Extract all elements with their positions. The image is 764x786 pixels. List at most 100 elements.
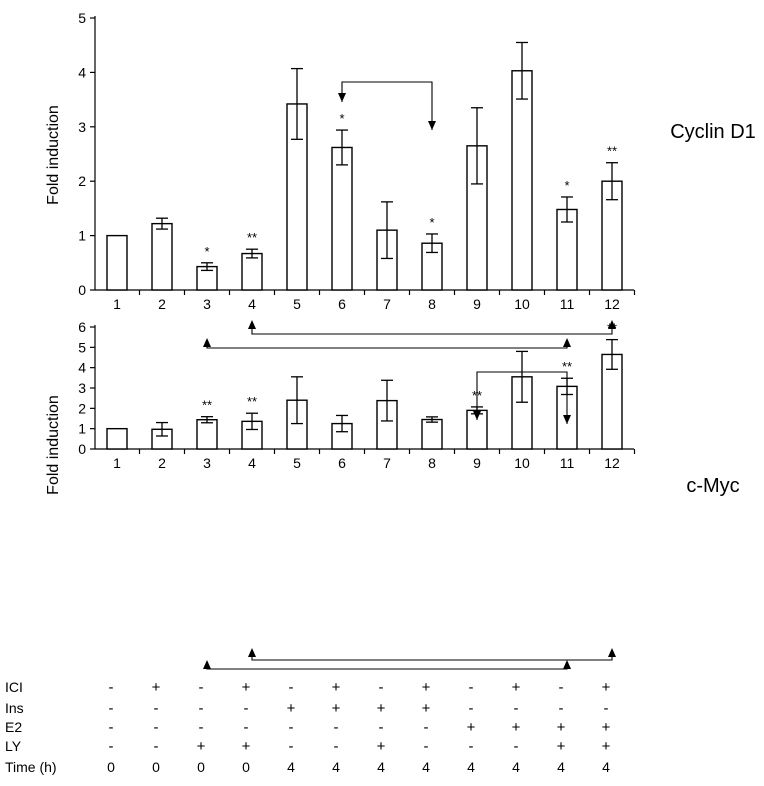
x-tick-label: 8 bbox=[428, 455, 436, 471]
table-cell: + bbox=[332, 700, 341, 717]
table-cell: + bbox=[242, 679, 251, 696]
table-cell: 4 bbox=[377, 759, 385, 775]
table-cell: + bbox=[602, 738, 611, 755]
y-tick-label: 5 bbox=[78, 339, 86, 355]
table-cell: - bbox=[469, 738, 474, 755]
table-cell: 4 bbox=[467, 759, 475, 775]
x-tick-label: 2 bbox=[158, 296, 166, 312]
x-tick-label: 4 bbox=[248, 455, 256, 471]
comparison-bracket bbox=[476, 371, 568, 424]
x-tick-label: 8 bbox=[428, 296, 436, 312]
gene-label: c-Myc bbox=[686, 475, 739, 497]
table-cell: + bbox=[467, 719, 476, 736]
bar bbox=[511, 70, 533, 291]
table-cell: 4 bbox=[602, 759, 610, 775]
table-cell: - bbox=[379, 679, 384, 696]
table-cell: + bbox=[602, 719, 611, 736]
table-cell: - bbox=[199, 719, 204, 736]
table-cell: - bbox=[424, 738, 429, 755]
table-cell: 0 bbox=[242, 759, 250, 775]
x-tick-label: 9 bbox=[473, 455, 481, 471]
bar bbox=[106, 427, 128, 450]
table-cell: - bbox=[154, 719, 159, 736]
x-tick-label: 5 bbox=[293, 296, 301, 312]
comparison-bracket bbox=[341, 81, 433, 130]
significance-marker: ** bbox=[202, 398, 212, 413]
table-cell: 0 bbox=[152, 759, 160, 775]
comparison-arrowhead bbox=[203, 660, 211, 669]
y-tick-label: 0 bbox=[78, 441, 86, 457]
table-cell: + bbox=[332, 679, 341, 696]
significance-marker: ** bbox=[247, 230, 257, 245]
table-row-label: Time (h) bbox=[5, 759, 57, 775]
table-cell: - bbox=[289, 719, 294, 736]
table-cell: + bbox=[377, 738, 386, 755]
table-cell: + bbox=[557, 738, 566, 755]
comparison-bracket bbox=[206, 662, 568, 670]
y-tick-label: 0 bbox=[78, 282, 86, 298]
x-tick-label: 12 bbox=[604, 296, 620, 312]
bar bbox=[151, 222, 173, 291]
x-tick-label: 11 bbox=[560, 296, 575, 312]
significance-marker: ** bbox=[607, 321, 617, 336]
comparison-arrowhead bbox=[473, 411, 481, 420]
table-cell: - bbox=[559, 679, 564, 696]
table-cell: 4 bbox=[557, 759, 565, 775]
x-tick-label: 2 bbox=[158, 455, 166, 471]
comparison-arrowhead bbox=[563, 338, 571, 347]
table-cell: - bbox=[334, 738, 339, 755]
y-axis-title: Fold induction bbox=[45, 395, 62, 495]
table-cell: 4 bbox=[287, 759, 295, 775]
table-cell: - bbox=[604, 700, 609, 717]
table-cell: + bbox=[152, 679, 161, 696]
table-cell: + bbox=[377, 700, 386, 717]
bar bbox=[106, 234, 128, 291]
y-axis-title: Fold induction bbox=[45, 105, 62, 205]
x-tick-label: 3 bbox=[203, 455, 211, 471]
table-cell: - bbox=[244, 719, 249, 736]
x-tick-label: 7 bbox=[383, 455, 391, 471]
x-tick-label: 1 bbox=[113, 455, 121, 471]
comparison-arrowhead bbox=[248, 320, 256, 329]
table-cell: + bbox=[557, 719, 566, 736]
x-tick-label: 9 bbox=[473, 296, 481, 312]
table-cell: - bbox=[109, 738, 114, 755]
significance-marker: ** bbox=[562, 359, 572, 374]
bar bbox=[421, 418, 443, 450]
table-cell: - bbox=[334, 719, 339, 736]
y-tick-label: 2 bbox=[78, 400, 86, 416]
significance-marker: ** bbox=[607, 144, 617, 159]
x-tick-label: 10 bbox=[514, 455, 530, 471]
significance-marker: * bbox=[564, 178, 569, 193]
table-cell: 4 bbox=[332, 759, 340, 775]
x-tick-label: 4 bbox=[248, 296, 256, 312]
table-cell: - bbox=[379, 719, 384, 736]
y-tick-label: 3 bbox=[78, 380, 86, 396]
comparison-arrowhead bbox=[428, 121, 436, 130]
table-cell: + bbox=[512, 719, 521, 736]
comparison-bracket bbox=[251, 322, 613, 335]
x-tick-label: 5 bbox=[293, 455, 301, 471]
comparison-arrowhead bbox=[248, 648, 256, 657]
table-cell: + bbox=[422, 679, 431, 696]
y-tick-label: 1 bbox=[78, 228, 86, 244]
table-cell: - bbox=[244, 700, 249, 717]
table-cell: + bbox=[197, 738, 206, 755]
bar bbox=[241, 252, 263, 291]
table-cell: - bbox=[109, 700, 114, 717]
table-cell: - bbox=[289, 738, 294, 755]
table-cell: - bbox=[469, 700, 474, 717]
table-cell: 4 bbox=[422, 759, 430, 775]
comparison-arrowhead bbox=[608, 320, 616, 329]
significance-marker: ** bbox=[247, 394, 257, 409]
x-tick-label: 6 bbox=[338, 455, 346, 471]
table-cell: + bbox=[512, 679, 521, 696]
comparison-arrowhead bbox=[338, 93, 346, 102]
comparison-arrowhead bbox=[203, 338, 211, 347]
comparison-arrowhead bbox=[608, 648, 616, 657]
treatment-table: ICI - + - + - + - + - + - + Ins - - - - + + + + - - - - E2 - - - - - - - -… bbox=[5, 679, 611, 775]
y-tick-label: 4 bbox=[78, 64, 86, 80]
